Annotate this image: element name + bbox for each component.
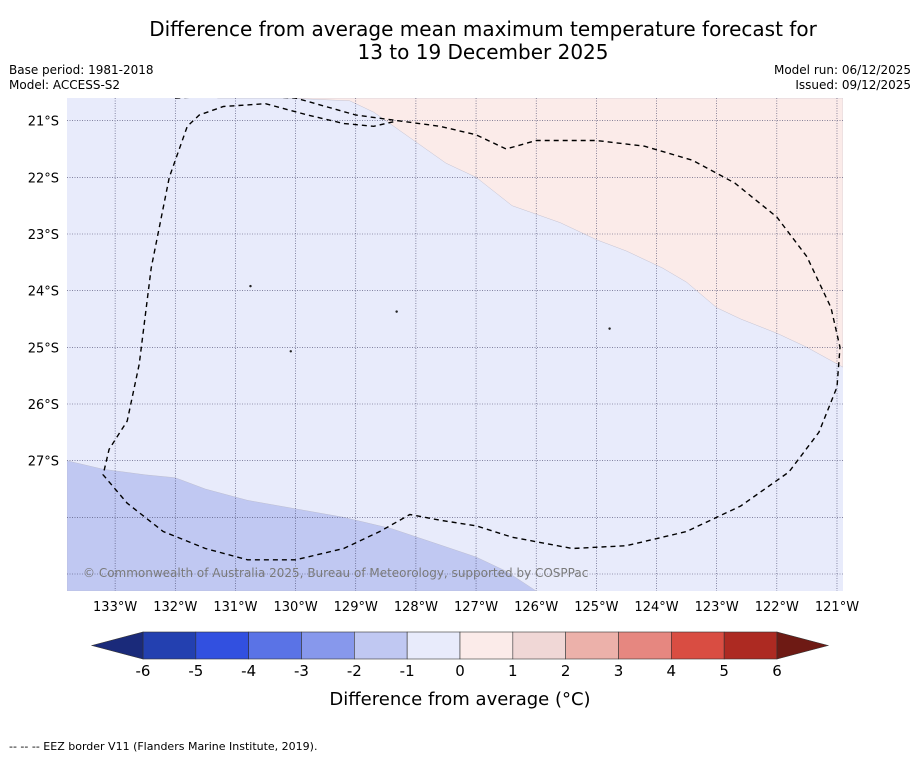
colorbar-swatch [671,631,725,660]
colorbar-swatch [618,631,672,660]
lat-tick-label: 23°S [28,228,59,243]
colorbar-tick-label: 1 [508,662,518,680]
colorbar-tick-label: -2 [347,662,362,680]
colorbar-tick-label: -4 [241,662,256,680]
colorbar-swatch [301,631,355,660]
lon-tick-label: 126°W [514,600,558,615]
lon-tick-label: 130°W [274,600,318,615]
meta-right: Model run: 06/12/2025 Issued: 09/12/2025 [774,63,911,93]
colorbar-tick-label: 4 [667,662,677,680]
lon-tick-label: 123°W [695,600,739,615]
lon-tick-label: 124°W [634,600,678,615]
colorbar-tick-label: 6 [772,662,782,680]
lon-tick-label: 133°W [93,600,137,615]
colorbar-swatch [565,631,619,660]
lon-tick-label: 127°W [454,600,498,615]
colorbar-tick-label: 2 [561,662,571,680]
chart-title-line2: 13 to 19 December 2025 [357,40,609,64]
issued-date: Issued: 09/12/2025 [795,78,911,92]
lon-tick-label: 129°W [334,600,378,615]
colorbar-high-extension [776,631,830,660]
meta-left: Base period: 1981-2018 Model: ACCESS-S2 [9,63,154,93]
lat-tick-label: 22°S [28,171,59,186]
lon-tick-label: 121°W [815,600,859,615]
chart-title: Difference from average mean maximum tem… [0,18,919,64]
model-name: Model: ACCESS-S2 [9,78,121,92]
colorbar-swatch [459,631,514,660]
model-run: Model run: 06/12/2025 [773,63,911,77]
copyright-note: © Commonwealth of Australia 2025, Bureau… [83,566,588,580]
colorbar-tick-label: -1 [400,662,415,680]
colorbar-swatch [354,631,408,660]
island-marker [289,350,292,353]
eez-border [102,98,841,561]
lat-tick-label: 24°S [28,285,59,300]
map-area [67,98,843,591]
colorbar-swatch [248,631,302,660]
colorbar-swatch [142,631,197,660]
colorbar-tick-label: 3 [614,662,624,680]
island-marker [608,327,611,330]
lon-tick-label: 122°W [755,600,799,615]
region-0 [217,98,843,368]
colorbar-tick-label: 5 [719,662,729,680]
chart-title-line1: Difference from average mean maximum tem… [149,17,817,41]
colorbar-tick-label: -5 [188,662,203,680]
lat-tick-label: 25°S [28,341,59,356]
colorbar-tick-label: -3 [294,662,309,680]
colorbar: -6 -5 -4 -3 -2 -1 0 1 2 3 4 5 6 [90,631,830,680]
colorbar-label: Difference from average (°C) [329,689,590,710]
colorbar-swatch [406,631,461,660]
lon-tick-label: 125°W [574,600,618,615]
map-axes: 133°W 132°W 131°W 130°W 129°W 128°W 127°W 126°W… [28,115,860,615]
colorbar-swatch [512,631,566,660]
colorbar-tick-label: -6 [136,662,151,680]
island-marker [395,310,398,313]
lon-tick-label: 131°W [213,600,257,615]
base-period: Base period: 1981-2018 [9,63,154,77]
region-1 [67,460,537,591]
lon-tick-label: 132°W [153,600,197,615]
colorbar-swatch [195,631,249,660]
colorbar-swatch [723,631,778,660]
lat-tick-label: 27°S [28,455,59,470]
lat-tick-label: 21°S [28,115,59,130]
lon-tick-label: 128°W [394,600,438,615]
colorbar-low-extension [90,631,144,660]
colorbar-tick-label: 0 [455,662,465,680]
island-marker [249,284,252,288]
eez-legend-note: -- -- -- EEZ border V11 (Flanders Marine… [9,740,318,753]
lat-tick-label: 26°S [28,398,59,413]
